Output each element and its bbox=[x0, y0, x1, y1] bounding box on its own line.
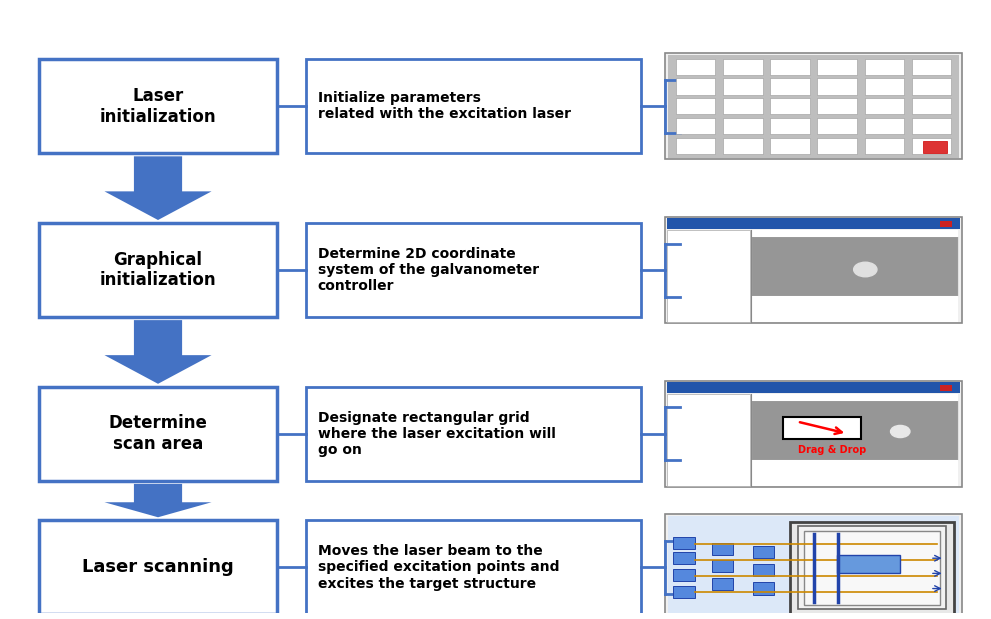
FancyBboxPatch shape bbox=[818, 59, 857, 75]
Text: Laser scanning: Laser scanning bbox=[82, 558, 234, 576]
FancyBboxPatch shape bbox=[818, 98, 857, 115]
Polygon shape bbox=[104, 484, 211, 517]
Text: Laser
initialization: Laser initialization bbox=[100, 87, 216, 126]
Polygon shape bbox=[104, 157, 211, 220]
FancyBboxPatch shape bbox=[790, 522, 954, 614]
Text: Moves the laser beam to the
specified excitation points and
excites the target s: Moves the laser beam to the specified ex… bbox=[318, 544, 559, 591]
FancyBboxPatch shape bbox=[940, 385, 952, 391]
FancyBboxPatch shape bbox=[676, 138, 716, 154]
FancyBboxPatch shape bbox=[752, 460, 957, 486]
Text: Graphical
initialization: Graphical initialization bbox=[100, 251, 216, 290]
FancyBboxPatch shape bbox=[752, 400, 957, 460]
FancyBboxPatch shape bbox=[912, 118, 951, 134]
FancyBboxPatch shape bbox=[912, 98, 951, 115]
FancyBboxPatch shape bbox=[864, 59, 904, 75]
FancyBboxPatch shape bbox=[798, 526, 946, 610]
FancyBboxPatch shape bbox=[723, 98, 763, 115]
FancyBboxPatch shape bbox=[864, 118, 904, 134]
FancyBboxPatch shape bbox=[667, 394, 750, 486]
FancyBboxPatch shape bbox=[666, 217, 961, 323]
Text: Drag & Drop: Drag & Drop bbox=[798, 445, 866, 456]
FancyBboxPatch shape bbox=[912, 59, 951, 75]
FancyBboxPatch shape bbox=[676, 118, 716, 134]
FancyBboxPatch shape bbox=[673, 586, 695, 598]
FancyBboxPatch shape bbox=[39, 387, 277, 481]
FancyBboxPatch shape bbox=[666, 514, 961, 619]
FancyBboxPatch shape bbox=[752, 297, 957, 322]
FancyBboxPatch shape bbox=[770, 79, 810, 95]
Polygon shape bbox=[104, 320, 211, 384]
FancyBboxPatch shape bbox=[770, 118, 810, 134]
Text: Determine 2D coordinate
system of the galvanometer
controller: Determine 2D coordinate system of the ga… bbox=[318, 247, 539, 293]
FancyBboxPatch shape bbox=[39, 223, 277, 317]
FancyBboxPatch shape bbox=[306, 387, 641, 481]
FancyBboxPatch shape bbox=[667, 219, 959, 229]
FancyBboxPatch shape bbox=[39, 521, 277, 614]
FancyBboxPatch shape bbox=[668, 55, 958, 158]
FancyBboxPatch shape bbox=[912, 138, 951, 154]
FancyBboxPatch shape bbox=[723, 79, 763, 95]
FancyBboxPatch shape bbox=[770, 98, 810, 115]
FancyBboxPatch shape bbox=[673, 552, 695, 565]
FancyBboxPatch shape bbox=[306, 59, 641, 154]
FancyBboxPatch shape bbox=[668, 516, 958, 618]
FancyBboxPatch shape bbox=[770, 138, 810, 154]
FancyBboxPatch shape bbox=[713, 543, 733, 555]
FancyBboxPatch shape bbox=[818, 79, 857, 95]
FancyBboxPatch shape bbox=[723, 138, 763, 154]
FancyBboxPatch shape bbox=[676, 59, 716, 75]
FancyBboxPatch shape bbox=[753, 582, 774, 595]
Circle shape bbox=[891, 425, 910, 438]
FancyBboxPatch shape bbox=[818, 118, 857, 134]
FancyBboxPatch shape bbox=[713, 560, 733, 572]
FancyBboxPatch shape bbox=[837, 555, 901, 573]
FancyBboxPatch shape bbox=[783, 417, 861, 439]
FancyBboxPatch shape bbox=[673, 537, 695, 549]
Circle shape bbox=[853, 262, 877, 277]
FancyBboxPatch shape bbox=[805, 530, 939, 605]
Text: Initialize parameters
related with the excitation laser: Initialize parameters related with the e… bbox=[318, 91, 571, 121]
FancyBboxPatch shape bbox=[713, 578, 733, 591]
FancyBboxPatch shape bbox=[723, 118, 763, 134]
FancyBboxPatch shape bbox=[753, 565, 774, 576]
FancyBboxPatch shape bbox=[864, 79, 904, 95]
FancyBboxPatch shape bbox=[923, 141, 947, 154]
FancyBboxPatch shape bbox=[39, 59, 277, 154]
FancyBboxPatch shape bbox=[667, 230, 750, 322]
FancyBboxPatch shape bbox=[676, 79, 716, 95]
FancyBboxPatch shape bbox=[666, 53, 961, 159]
FancyBboxPatch shape bbox=[770, 59, 810, 75]
FancyBboxPatch shape bbox=[864, 98, 904, 115]
FancyBboxPatch shape bbox=[864, 138, 904, 154]
FancyBboxPatch shape bbox=[912, 79, 951, 95]
FancyBboxPatch shape bbox=[818, 138, 857, 154]
FancyBboxPatch shape bbox=[306, 521, 641, 614]
FancyBboxPatch shape bbox=[306, 223, 641, 317]
Text: Determine
scan area: Determine scan area bbox=[109, 415, 207, 453]
FancyBboxPatch shape bbox=[666, 381, 961, 487]
FancyBboxPatch shape bbox=[752, 230, 957, 236]
FancyBboxPatch shape bbox=[673, 568, 695, 581]
FancyBboxPatch shape bbox=[667, 382, 959, 393]
FancyBboxPatch shape bbox=[753, 546, 774, 558]
FancyBboxPatch shape bbox=[723, 59, 763, 75]
FancyBboxPatch shape bbox=[752, 236, 957, 297]
FancyBboxPatch shape bbox=[676, 98, 716, 115]
FancyBboxPatch shape bbox=[940, 221, 952, 227]
FancyBboxPatch shape bbox=[752, 394, 957, 400]
Text: Designate rectangular grid
where the laser excitation will
go on: Designate rectangular grid where the las… bbox=[318, 410, 556, 457]
